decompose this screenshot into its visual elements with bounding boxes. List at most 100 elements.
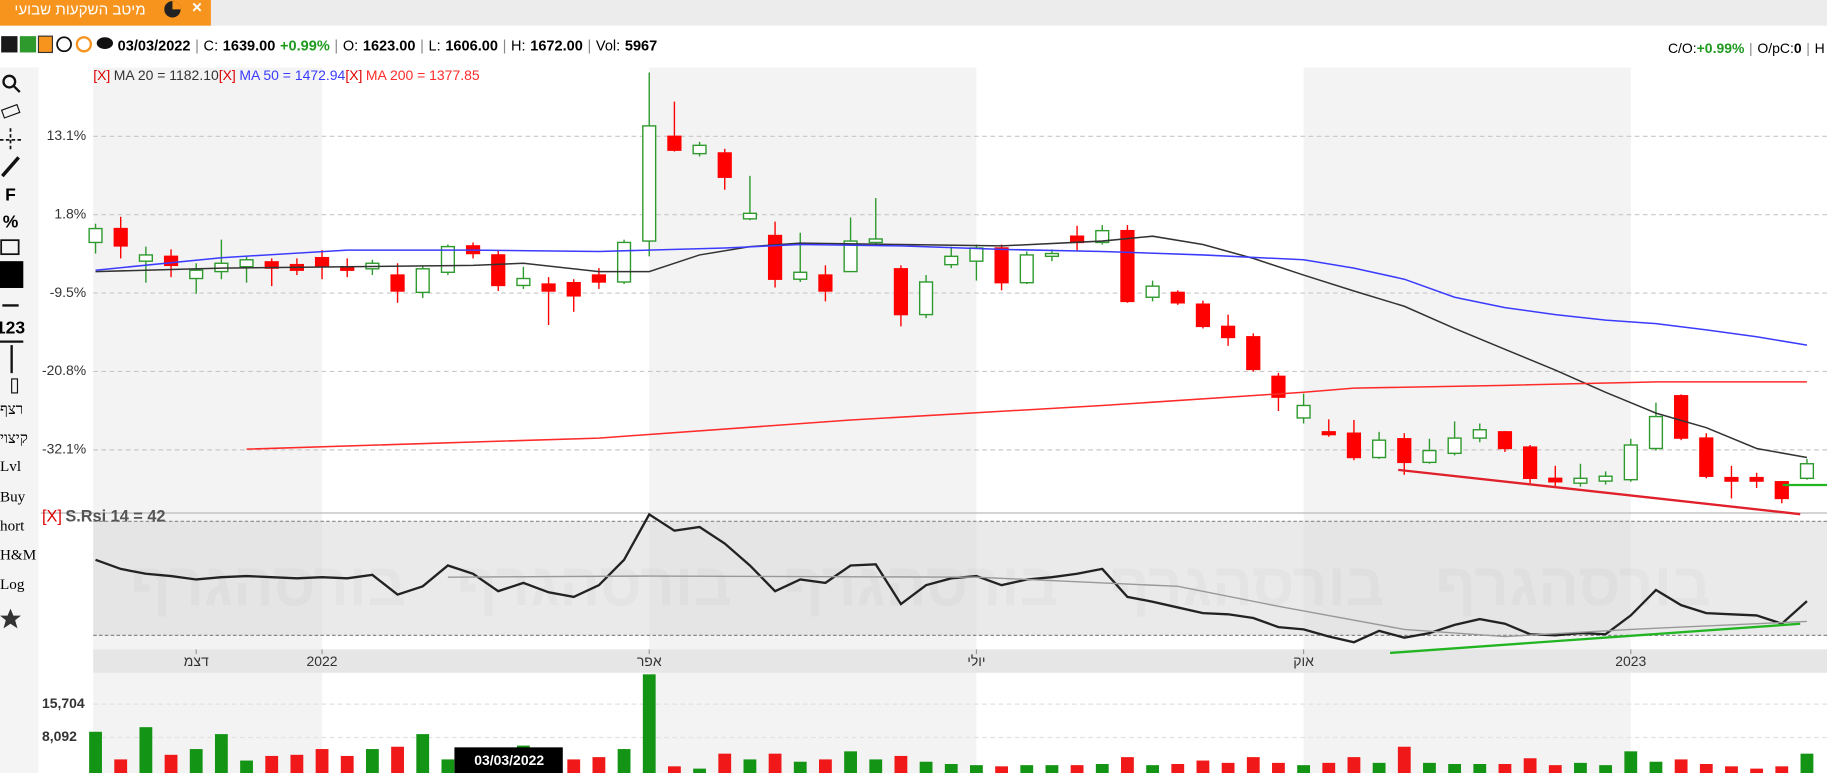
candle-body — [189, 269, 204, 280]
change: +0.99% — [280, 38, 330, 54]
volume-bar — [743, 759, 757, 773]
volume-bar — [1800, 753, 1814, 773]
candle-body — [1371, 439, 1387, 459]
icon[interactable] — [96, 37, 114, 49]
volume-bar — [1347, 757, 1361, 773]
volume-bar — [642, 674, 656, 773]
volume-bar — [391, 746, 404, 773]
value: +0.99% — [1697, 40, 1745, 56]
rsi-label: S.Rsi 14 = 42 — [65, 508, 165, 526]
legend-remove: [X] — [345, 66, 362, 82]
tool-label: Buy — [0, 488, 26, 505]
volume-bar — [1372, 762, 1386, 773]
volume-bar — [1171, 764, 1185, 773]
y-tick-label: 13.1% — [47, 127, 87, 143]
candle-body — [541, 283, 556, 292]
volume-bar — [365, 749, 379, 773]
candle-body — [1724, 476, 1739, 482]
candle-body — [1220, 325, 1236, 339]
edit-icon[interactable] — [0, 239, 20, 256]
tool-label: 123 — [0, 317, 25, 337]
label: H — [1815, 40, 1825, 56]
tab-close[interactable]: × — [192, 0, 202, 17]
line-icon[interactable] — [1, 156, 20, 178]
candle-body — [314, 257, 330, 268]
icon[interactable] — [56, 36, 72, 53]
volume-bar — [1725, 766, 1738, 773]
volume-bar — [1473, 764, 1487, 773]
candle-body — [616, 241, 632, 283]
candle-body — [163, 255, 179, 267]
zoom-icon[interactable] — [2, 74, 17, 89]
trend-line[interactable] — [1398, 468, 1801, 516]
cross-icon[interactable] — [0, 128, 21, 152]
volume-bar — [290, 754, 304, 773]
volume-bar — [441, 759, 455, 773]
candle-body — [516, 277, 531, 287]
volume-bar — [189, 749, 203, 773]
candle-body — [239, 259, 254, 268]
candle-body — [1472, 429, 1487, 439]
volume-bar — [89, 731, 102, 773]
candle-body — [1422, 449, 1437, 464]
star-icon[interactable] — [0, 608, 21, 629]
volume-bar — [944, 764, 958, 773]
volume-bar — [1624, 751, 1638, 773]
candle-icon[interactable] — [11, 378, 19, 394]
volume-bar — [617, 749, 631, 773]
y-tick-label: -9.5% — [50, 284, 86, 300]
value: 1672.00 — [530, 38, 583, 54]
candle-body — [1674, 395, 1689, 439]
volume-bar — [1599, 765, 1613, 773]
tab-title[interactable]: מיטב השקעות שבועי — [14, 1, 145, 18]
label: C/O: — [1668, 40, 1697, 56]
volume-bar — [894, 755, 908, 773]
color-icon[interactable] — [0, 261, 24, 288]
volume-bar — [1045, 765, 1059, 773]
candle-body — [1120, 229, 1135, 303]
value: 1606.00 — [445, 38, 498, 54]
crosshair-date-box — [454, 747, 563, 773]
label: C: — [204, 38, 219, 54]
volume-bar — [919, 761, 933, 773]
volume-bar — [793, 761, 807, 773]
volume-bar — [667, 766, 681, 773]
eraser-icon[interactable] — [0, 103, 21, 119]
icon[interactable] — [75, 36, 93, 53]
axis-area — [40, 67, 94, 773]
candle-body — [1523, 446, 1538, 480]
x-tick-label: אפר — [637, 653, 662, 669]
x-axis-strip — [93, 649, 1827, 673]
ma-line — [95, 243, 1808, 346]
label: H: — [511, 38, 526, 54]
y-tick-label: -32.1% — [42, 441, 86, 457]
separator: | — [1749, 40, 1753, 56]
value: 0 — [1794, 40, 1802, 56]
volume-bar — [1070, 765, 1084, 773]
candle-body — [1170, 291, 1185, 304]
candle-body — [1623, 444, 1638, 481]
info-bar: 03/03/2022 | C: 1639.00 +0.99% | O: 1623.00 | L: 1… — [118, 38, 658, 54]
volume-bar — [1498, 764, 1512, 773]
separator: | — [420, 38, 424, 54]
legend-entry: MA 200 = 1377.85 — [366, 66, 480, 82]
candle-body — [138, 254, 153, 262]
x-tick-label: אוק — [1293, 653, 1314, 669]
volume-bar — [1397, 746, 1411, 773]
icon[interactable] — [1, 36, 18, 53]
candle-body — [1346, 432, 1362, 459]
tab-icon-slice — [172, 1, 181, 10]
label: Vol: — [596, 38, 620, 54]
icon[interactable] — [19, 36, 37, 53]
trend-line[interactable] — [1389, 622, 1801, 655]
separator: | — [587, 38, 591, 54]
separator: | — [195, 38, 199, 54]
volume-bar — [1574, 762, 1587, 773]
volume-bar — [340, 755, 354, 773]
volume-bar — [995, 766, 1008, 773]
icon[interactable] — [37, 35, 54, 54]
arrow-icon[interactable] — [0, 340, 24, 374]
volume-bar — [214, 734, 228, 773]
separator: | — [503, 38, 507, 54]
zoom-icon[interactable] — [13, 85, 21, 93]
